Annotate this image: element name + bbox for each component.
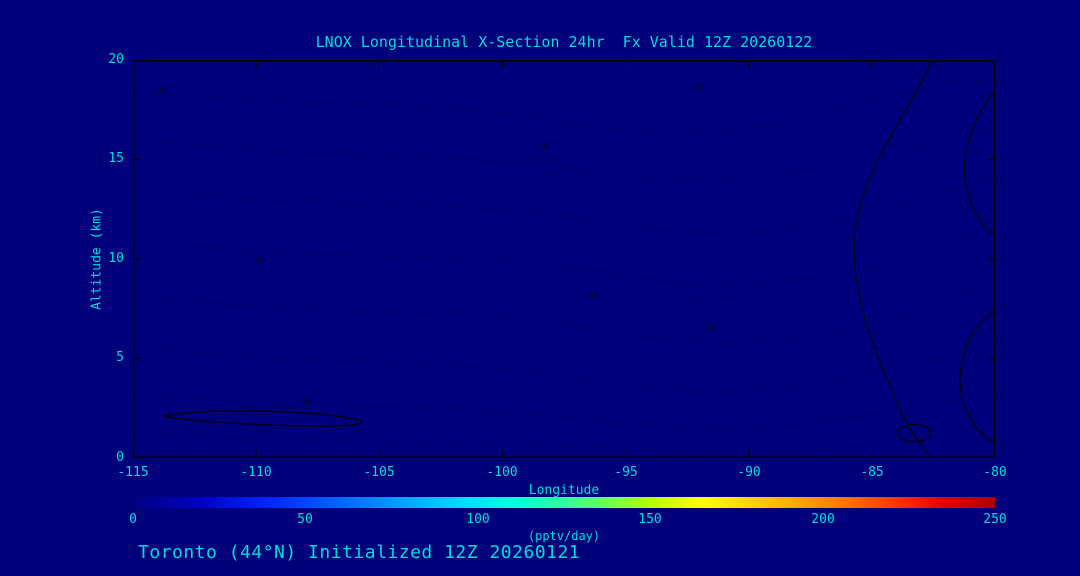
contour-lines-solid xyxy=(162,60,995,458)
x-tick-label: -80 xyxy=(983,465,1007,480)
plot-background xyxy=(133,60,995,458)
colorbar-tick-label: 50 xyxy=(297,512,313,527)
chart-title: LNOX Longitudinal X-Section 24hr Fx Vali… xyxy=(315,33,813,51)
colorbar-tick-label: 150 xyxy=(638,512,662,527)
y-tick-label: 5 xyxy=(116,350,124,365)
x-tick-label: -105 xyxy=(363,465,395,480)
plot-area: -20 -50 -20 -50 -10 -20 -20 xyxy=(133,60,995,458)
colorbar-tick-label: 200 xyxy=(811,512,835,527)
contour-label: -20 xyxy=(689,82,706,91)
x-tick-label: -100 xyxy=(486,465,518,480)
y-tick-label: 15 xyxy=(108,151,124,166)
colorbar-tick-label: 250 xyxy=(983,512,1007,527)
contour-label: -10 xyxy=(701,324,718,333)
y-tick-label: 0 xyxy=(116,450,124,465)
init-info-text: Toronto (44°N) Initialized 12Z 20260121 xyxy=(138,542,581,563)
x-tick-label: -90 xyxy=(737,465,761,480)
contour-label: -50 xyxy=(535,142,552,151)
y-tick-label: 20 xyxy=(108,52,124,67)
x-tick-label: -95 xyxy=(614,465,638,480)
x-tick-label: -85 xyxy=(860,465,884,480)
y-tick-label: 10 xyxy=(108,251,124,266)
colorbar-units-label: (pptv/day) xyxy=(527,529,601,543)
x-tick-label: -115 xyxy=(117,465,149,480)
contour-label: -50 xyxy=(583,291,600,300)
axis-ticks xyxy=(133,60,995,458)
contour-label: -20 xyxy=(249,256,266,265)
contour-label: -20 xyxy=(297,398,314,407)
contour-plot-canvas xyxy=(133,60,995,458)
colorbar-tick-label: 100 xyxy=(466,512,490,527)
x-axis-label: Longitude xyxy=(528,483,600,498)
contour-label: -20 xyxy=(151,86,168,95)
colorbar xyxy=(133,497,995,508)
x-tick-label: -110 xyxy=(240,465,272,480)
colorbar-tick-label: 0 xyxy=(129,512,137,527)
